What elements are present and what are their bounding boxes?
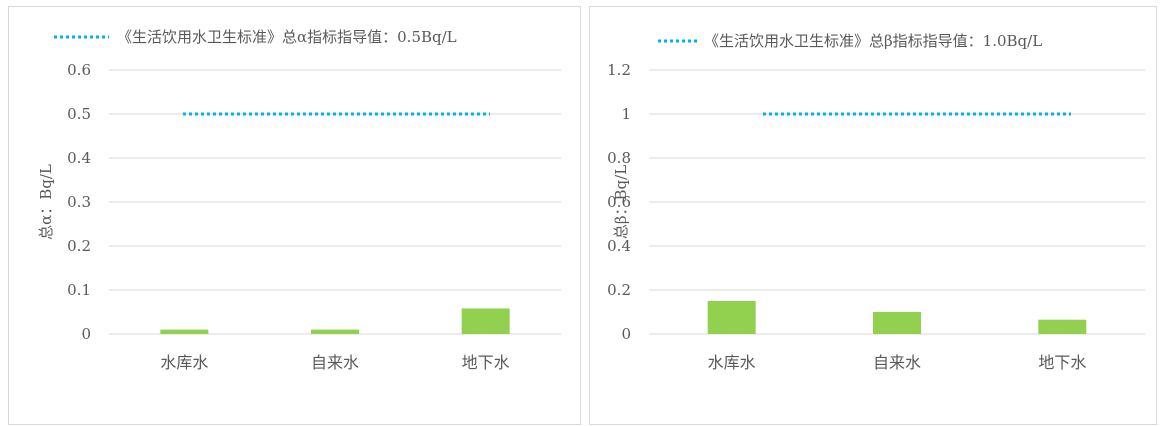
y-tick-label: 0.4 — [607, 237, 631, 255]
bar — [873, 312, 921, 334]
y-tick-label: 0.5 — [67, 105, 91, 123]
category-label: 水库水 — [160, 353, 208, 372]
legend-label: 《生活饮用水卫生标准》总α指标指导值：0.5Bq/L — [117, 28, 457, 46]
alpha-chart-panel: 0 0.1 0.2 0.3 0.4 0.5 0.6 总α：Bq/L 水库水 自来水 地下水 《生活饮用… — [8, 6, 581, 425]
y-tick-label: 0.3 — [67, 193, 91, 211]
bar — [1038, 319, 1087, 334]
y-tick-label: 1 — [621, 105, 631, 123]
y-tick-label: 0.2 — [607, 281, 631, 299]
bar — [707, 301, 756, 334]
y-tick-label: 0.6 — [67, 61, 91, 79]
category-label: 地下水 — [1038, 353, 1086, 372]
y-axis-label: 总α：Bq/L — [37, 164, 55, 240]
y-tick-label: 0 — [621, 325, 631, 343]
y-tick-label: 0.1 — [67, 281, 91, 299]
y-tick-label: 0 — [81, 325, 91, 343]
y-axis-label: 总β：Bq/L — [612, 165, 630, 239]
y-tick-label: 0.2 — [67, 237, 91, 255]
legend-label: 《生活饮用水卫生标准》总β指标指导值：1.0Bq/L — [704, 32, 1042, 50]
y-tick-label: 0.6 — [607, 193, 631, 211]
bar — [461, 308, 510, 334]
y-tick-label: 1.2 — [607, 61, 631, 79]
alpha-chart: 0 0.1 0.2 0.3 0.4 0.5 0.6 总α：Bq/L 水库水 自来水 地下水 《生活饮用… — [37, 28, 561, 372]
category-label: 自来水 — [311, 353, 359, 372]
bar — [160, 329, 209, 334]
category-label: 自来水 — [873, 353, 921, 372]
y-tick-label: 0.8 — [607, 149, 631, 167]
beta-chart-panel: 0 0.2 0.4 0.6 0.8 1 1.2 总β：Bq/L 水库水 自来水 地下水 《生活饮用水卫… — [589, 6, 1157, 425]
bar — [311, 329, 359, 334]
beta-chart: 0 0.2 0.4 0.6 0.8 1 1.2 总β：Bq/L 水库水 自来水 地下水 《生活饮用水卫… — [607, 32, 1145, 372]
category-label: 地下水 — [462, 353, 510, 372]
category-label: 水库水 — [708, 353, 756, 372]
y-tick-label: 0.4 — [67, 149, 91, 167]
